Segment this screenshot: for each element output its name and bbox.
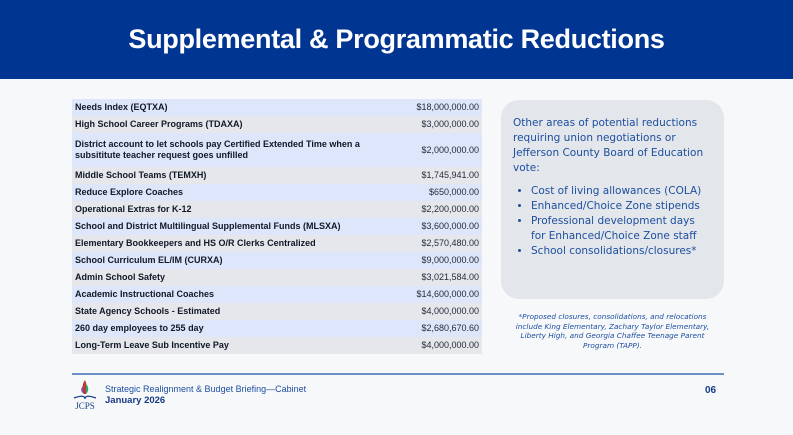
other-reductions-callout: Other areas of potential reductions requ… [501,100,724,299]
footer-info: Strategic Realignment & Budget Briefing—… [105,383,306,407]
callout-item: Enhanced/Choice Zone stipends [531,199,712,214]
table-row: Middle School Teams (TEMXH) $1,745,941.0… [72,167,482,184]
slide-title: Supplemental & Programmatic Reductions [128,24,665,54]
row-label: Academic Instructional Coaches [72,286,414,303]
callout-item: School consolidations/closures* [531,244,712,259]
row-amount: $14,600,000.00 [413,286,482,303]
page-number: 06 [705,385,717,396]
table-row: Operational Extras for K-12 $2,200,000.0… [72,201,482,218]
table-row: District account to let schools pay Cert… [72,133,482,167]
reductions-table: Needs Index (EQTXA) $18,000,000.00 High … [72,99,482,354]
row-amount: $2,000,000.00 [413,133,482,167]
row-label: Elementary Bookkeepers and HS O/R Clerks… [72,235,414,252]
row-label: 260 day employees to 255 day [72,320,414,337]
row-label: Reduce Explore Coaches [72,184,414,201]
callout-item: Cost of living allowances (COLA) [531,184,712,199]
table-row: High School Career Programs (TDAXA) $3,0… [72,116,482,133]
row-amount: $4,000,000.00 [413,337,482,354]
presentation-date: January 2026 [105,395,166,406]
row-amount: $2,680,670.60 [413,320,482,337]
footer-divider [72,373,724,375]
table-row: School and District Multilingual Supplem… [72,218,482,235]
table-row: Academic Instructional Coaches $14,600,0… [72,286,482,303]
row-label: Middle School Teams (TEMXH) [72,167,414,184]
row-label: School and District Multilingual Supplem… [72,218,414,235]
row-label: Admin School Safety [72,269,414,286]
row-label: High School Career Programs (TDAXA) [72,116,414,133]
table-row: Reduce Explore Coaches $650,000.00 [72,184,482,201]
callout-intro: Other areas of potential reductions requ… [513,117,704,174]
callout-list: Cost of living allowances (COLA) Enhance… [513,184,712,259]
row-label: School Curriculum EL/IM (CURXA) [72,252,414,269]
svg-text:JCPS: JCPS [75,401,95,411]
row-amount: $3,600,000.00 [413,218,482,235]
row-label: Long-Term Leave Sub Incentive Pay [72,337,414,354]
row-amount: $2,570,480.00 [413,235,482,252]
row-amount: $3,000,000.00 [413,116,482,133]
reductions-table-container: Needs Index (EQTXA) $18,000,000.00 High … [72,99,482,354]
table-row: School Curriculum EL/IM (CURXA) $9,000,0… [72,252,482,269]
row-label: Needs Index (EQTXA) [72,99,414,116]
row-amount: $650,000.00 [413,184,482,201]
table-row: Elementary Bookkeepers and HS O/R Clerks… [72,235,482,252]
row-label: State Agency Schools - Estimated [72,303,414,320]
row-amount: $1,745,941.00 [413,167,482,184]
table-row: Long-Term Leave Sub Incentive Pay $4,000… [72,337,482,354]
table-row: State Agency Schools - Estimated $4,000,… [72,303,482,320]
row-amount: $4,000,000.00 [413,303,482,320]
table-row: 260 day employees to 255 day $2,680,670.… [72,320,482,337]
row-amount: $3,021,584.00 [413,269,482,286]
row-amount: $18,000,000.00 [413,99,482,116]
jcps-logo: JCPS [70,378,100,412]
row-label: District account to let schools pay Cert… [72,133,414,167]
row-amount: $9,000,000.00 [413,252,482,269]
row-label: Operational Extras for K-12 [72,201,414,218]
row-amount: $2,200,000.00 [413,201,482,218]
closures-footnote: *Proposed closures, consolidations, and … [515,312,710,350]
slide-header: Supplemental & Programmatic Reductions [0,0,793,79]
table-row: Needs Index (EQTXA) $18,000,000.00 [72,99,482,116]
jcps-logo-icon: JCPS [73,380,97,411]
table-row: Admin School Safety $3,021,584.00 [72,269,482,286]
presentation-title: Strategic Realignment & Budget Briefing—… [105,384,307,394]
callout-item: Professional development days for Enhanc… [531,214,712,244]
